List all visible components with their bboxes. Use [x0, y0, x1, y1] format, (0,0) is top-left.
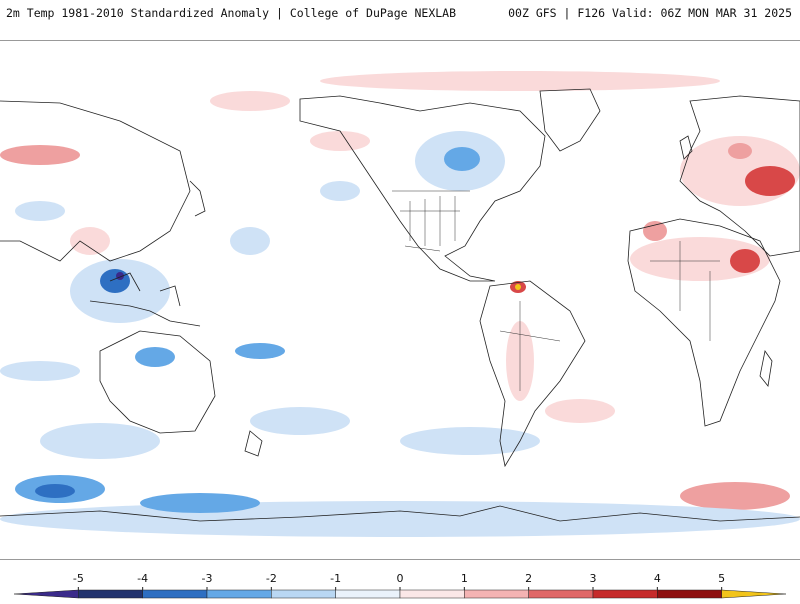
- warm-anomaly-north-africa: [630, 237, 770, 281]
- cold-anomaly-north-pacific: [230, 227, 270, 255]
- colorbar: -5 -4 -3 -2 -1 0 1 2 3 4 5: [0, 562, 800, 600]
- warm-anomaly-pacific-north: [210, 91, 290, 111]
- coast-north-america: [299, 95, 546, 282]
- warm-anomaly-arctic-band: [320, 71, 720, 91]
- cold-anomaly-pacific-central: [320, 181, 360, 201]
- cold-anomaly-antarctic-band: [0, 501, 800, 537]
- colorbar-bin: [271, 589, 336, 599]
- coastlines: [0, 88, 800, 522]
- border-south-america-1: [499, 301, 561, 391]
- coast-indonesia: [89, 272, 201, 327]
- colorbar-bin: [592, 589, 658, 599]
- coast-asia-west-edge: [0, 100, 191, 262]
- colorbar-bin: [528, 589, 594, 599]
- colorbar-bin: [464, 589, 529, 599]
- colorbar-tick-label: 3: [589, 572, 597, 585]
- map-title: 2m Temp 1981-2010 Standardized Anomaly |…: [6, 6, 457, 20]
- coast-greenland: [539, 88, 601, 152]
- warm-anomaly-europe: [728, 143, 752, 159]
- cold-anomaly-antarctic-central: [140, 493, 260, 513]
- colorbar-bin: [721, 589, 787, 599]
- colorbar-bin: [142, 589, 208, 599]
- warm-anomaly-central-pacific: [310, 131, 370, 151]
- border-mexico: [404, 245, 441, 252]
- political-borders: [392, 190, 720, 391]
- colorbar-tick-label: -1: [330, 572, 342, 585]
- warm-anomaly-south-atlantic: [545, 399, 615, 423]
- colorbar-bin: [657, 589, 722, 599]
- colorbar-bin: [13, 589, 79, 599]
- colorbar-graphic: [13, 587, 787, 599]
- model-run-info: 00Z GFS | F126 Valid: 06Z MON MAR 31 202…: [508, 6, 792, 20]
- cold-anomaly-canada-core: [444, 147, 480, 171]
- coast-eurasia: [679, 95, 800, 257]
- cold-anomaly-coral-sea: [235, 343, 285, 359]
- anomaly-map: [0, 71, 800, 537]
- warm-anomaly-asia-north: [0, 145, 80, 165]
- border-africa-1: [650, 241, 720, 341]
- colorbar-tick-label: -5: [72, 572, 84, 585]
- warm-anomaly-antarctic-east: [680, 482, 790, 510]
- coast-japan: [189, 180, 206, 217]
- colorbar-tick-label: 5: [718, 572, 726, 585]
- colorbar-bin: [78, 589, 143, 599]
- warm-anomaly-sahel: [730, 249, 760, 273]
- coast-south-america: [479, 280, 586, 468]
- map-panel: [0, 40, 800, 560]
- colorbar-tick-label: 0: [396, 572, 404, 585]
- coast-australia: [99, 330, 216, 434]
- coast-madagascar: [759, 350, 773, 387]
- warm-anomaly-east-asia: [70, 227, 110, 255]
- cold-anomaly-southern-ocean-east: [400, 427, 540, 455]
- cold-anomaly-maritime-core: [100, 269, 130, 293]
- cold-anomaly-indian-ocean: [0, 361, 80, 381]
- border-us-states-1: [400, 196, 460, 246]
- colorbar-tick-label: 2: [525, 572, 533, 585]
- warm-anomaly-west-africa: [643, 221, 667, 241]
- colorbar-tick-label: -3: [201, 572, 213, 585]
- cold-anomaly-south-pacific: [250, 407, 350, 435]
- extreme-anomaly-venezuela: [515, 284, 521, 290]
- cold-anomaly-australia: [135, 347, 175, 367]
- anomaly-fields: [0, 71, 800, 537]
- colorbar-tick-label: 1: [460, 572, 468, 585]
- title-bar: 2m Temp 1981-2010 Standardized Anomaly |…: [0, 0, 800, 40]
- coast-africa: [627, 218, 781, 427]
- colorbar-bin: [206, 589, 272, 599]
- colorbar-tick-label: -4: [137, 572, 149, 585]
- cold-anomaly-antarctic-west-core: [35, 484, 75, 498]
- warm-anomaly-russia-core: [745, 166, 795, 196]
- colorbar-tick-label: 4: [653, 572, 661, 585]
- colorbar-bin: [335, 589, 401, 599]
- coast-new-zealand: [244, 430, 263, 457]
- coast-uk: [679, 135, 693, 160]
- colorbar-bin: [399, 589, 465, 599]
- coast-antarctica: [0, 505, 800, 522]
- colorbar-tick-label: -2: [265, 572, 277, 585]
- cold-anomaly-central-asia: [15, 201, 65, 221]
- cold-anomaly-southern-ocean-west: [40, 423, 160, 459]
